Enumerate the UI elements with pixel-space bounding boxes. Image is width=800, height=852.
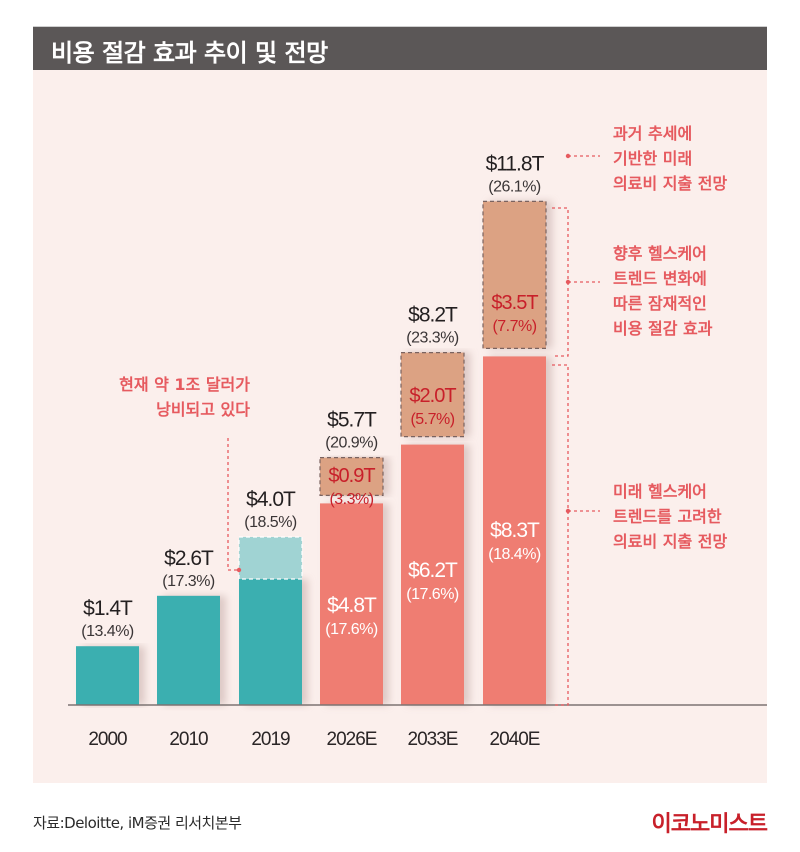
savings-note-line: 향후 헬스케어 [613,244,707,263]
total-label-2000: $1.4T [83,597,133,620]
waste-note-line: 낭비되고 있다 [156,400,250,419]
inner-label-2040E: $8.3T [490,519,540,542]
savings-note-line: 비용 절감 효과 [613,319,713,338]
savings-label-2040E: $3.5T [491,292,538,314]
total-pct-2040E: (26.1%) [488,178,541,195]
inner-label-2026E: $4.8T [327,594,377,617]
future-note-line: 의료비 지출 전망 [613,532,727,551]
total-pct-2000: (13.4%) [81,623,134,640]
publisher-logo: 이코노미스트 [651,812,768,837]
total-pct-2019: (18.5%) [244,514,297,531]
bar-spending-2019 [239,579,302,705]
bar-savings-2033E [400,352,465,438]
x-tick-2000: 2000 [88,729,127,750]
source-text: 자료:Deloitte, iM증권 리서치본부 [33,814,242,832]
chart-panel [33,70,767,783]
future-note-line: 트렌드를 고려한 [613,507,722,526]
bar-waste-2019 [238,536,303,580]
total-label-2040E: $11.8T [486,152,545,175]
past-trend-note-line: 의료비 지출 전망 [613,174,727,193]
savings-pct-2040E: (7.7%) [492,318,536,335]
total-label-2026E: $5.7T [327,409,377,432]
waste-leader-dot [236,567,242,573]
bar-spending-2000 [76,646,139,705]
x-tick-2040E: 2040E [490,729,540,750]
savings-note-line: 트렌드 변화에 [613,269,707,288]
savings-dot [565,279,571,285]
past-trend-note-line: 기반한 미래 [613,149,692,168]
future-bracket [552,364,569,706]
total-pct-2033E: (23.3%) [406,330,459,347]
future-dot [565,508,571,514]
chart-title: 비용 절감 효과 추이 및 전망 [51,39,328,67]
bar-savings-2026E [319,457,384,497]
bar-spending-2040E [483,356,546,705]
title-bar: 비용 절감 효과 추이 및 전망 [33,26,767,70]
total-label-2010: $2.6T [164,547,214,570]
x-tick-2033E: 2033E [408,729,458,750]
inner-pct-2040E: (18.4%) [488,546,541,563]
waste-note-line: 현재 약 1조 달러가 [119,375,250,394]
bar-spending-2026E [320,503,383,705]
bar-spending-2033E [401,444,464,705]
savings-pct-2026E: (3.3%) [329,491,373,508]
x-tick-2026E: 2026E [327,729,377,750]
savings-label-2033E: $2.0T [409,385,456,407]
savings-label-2026E: $0.9T [328,465,375,487]
total-label-2019: $4.0T [246,488,296,511]
x-tick-2010: 2010 [169,729,208,750]
total-label-2033E: $8.2T [408,304,458,327]
past-trend-dot [565,153,571,159]
future-note-line: 미래 헬스케어 [613,482,707,501]
past-trend-note-line: 과거 추세에 [613,124,692,143]
x-tick-2019: 2019 [251,729,290,750]
savings-pct-2033E: (5.7%) [410,411,454,428]
inner-pct-2026E: (17.6%) [325,621,378,638]
waste-leader-line [227,438,239,571]
bar-savings-2040E [482,200,547,349]
total-pct-2026E: (20.9%) [325,435,378,452]
savings-bracket [552,207,569,357]
total-pct-2010: (17.3%) [162,573,215,590]
inner-label-2033E: $6.2T [408,559,458,582]
savings-note-line: 따른 잠재적인 [613,294,707,313]
bar-spending-2010 [157,595,220,705]
inner-pct-2033E: (17.6%) [406,586,459,603]
